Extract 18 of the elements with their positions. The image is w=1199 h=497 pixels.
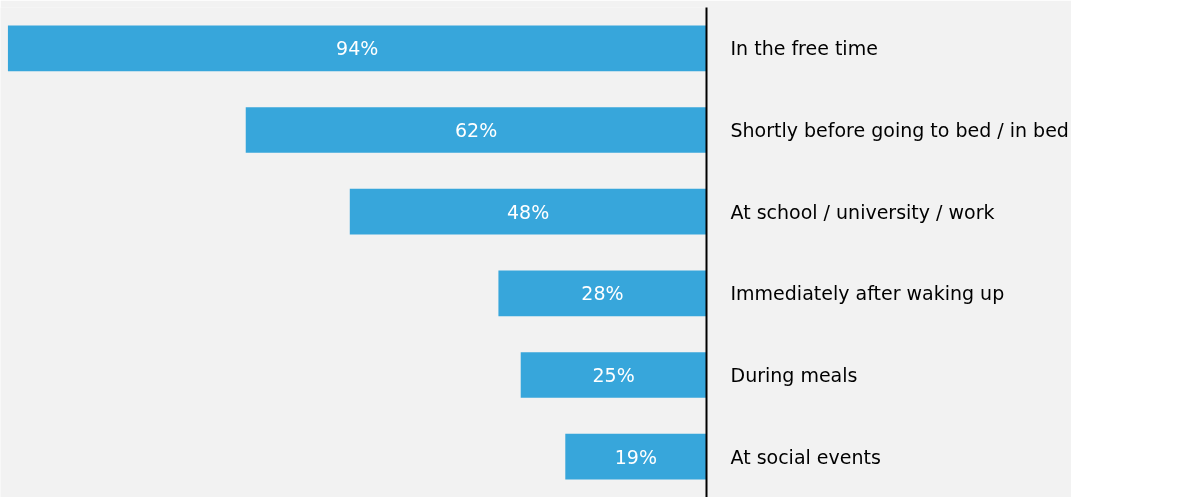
y-tick-label: At social events (730, 445, 881, 468)
y-tick-label: Immediately after waking up (730, 282, 1005, 305)
bar (7, 25, 707, 72)
data-label: 62% (455, 119, 498, 141)
data-label: 48% (507, 200, 550, 223)
data-label: 19% (614, 445, 658, 468)
y-tick-label: Shortly before going to bed / in bed (730, 119, 1069, 141)
bar (245, 107, 707, 153)
y-tick-label: At school / university / work (730, 200, 995, 223)
data-label: 28% (581, 282, 624, 305)
bar (498, 270, 707, 317)
bar (349, 188, 707, 235)
bar (520, 352, 707, 398)
data-label: 94% (336, 37, 379, 60)
data-label: 25% (592, 364, 635, 386)
y-tick-label: During meals (730, 364, 858, 386)
y-tick-label: In the free time (730, 37, 878, 60)
bar (565, 433, 707, 480)
